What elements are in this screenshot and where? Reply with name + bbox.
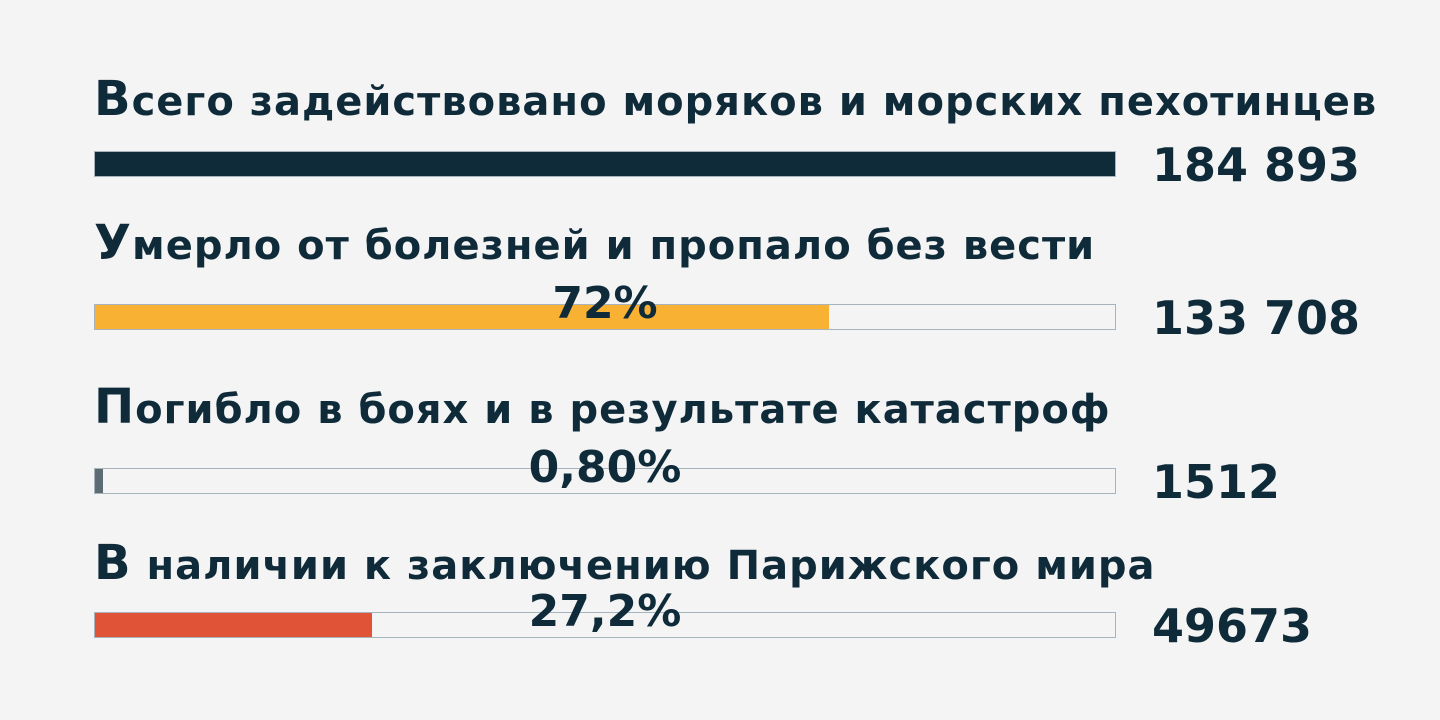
row-label: В наличии к заключению Парижского мира [94, 535, 1156, 591]
percent-label: 0,80% [528, 442, 682, 493]
bar-fill [95, 305, 830, 329]
row-label: Умерло от болезней и пропало без вести [94, 215, 1096, 271]
bar-track [94, 151, 1116, 177]
row-label: Погибло в боях и в результате катастроф [94, 379, 1111, 435]
bar-fill [95, 613, 373, 637]
row-value: 1512 [1152, 455, 1281, 509]
percent-label: 72% [552, 278, 658, 329]
bar-track: 27,2% [94, 587, 1116, 638]
bar-fill [95, 469, 104, 493]
percent-label: 27,2% [528, 586, 682, 637]
row-value: 133 708 [1152, 291, 1361, 345]
bar-track: 0,80% [94, 443, 1116, 494]
row-value: 184 893 [1152, 138, 1361, 192]
bar-track: 72% [94, 279, 1116, 330]
row-label: Всего задействовано моряков и морских пе… [94, 71, 1378, 127]
row-value: 49673 [1152, 599, 1313, 653]
bar-fill [95, 152, 1115, 176]
